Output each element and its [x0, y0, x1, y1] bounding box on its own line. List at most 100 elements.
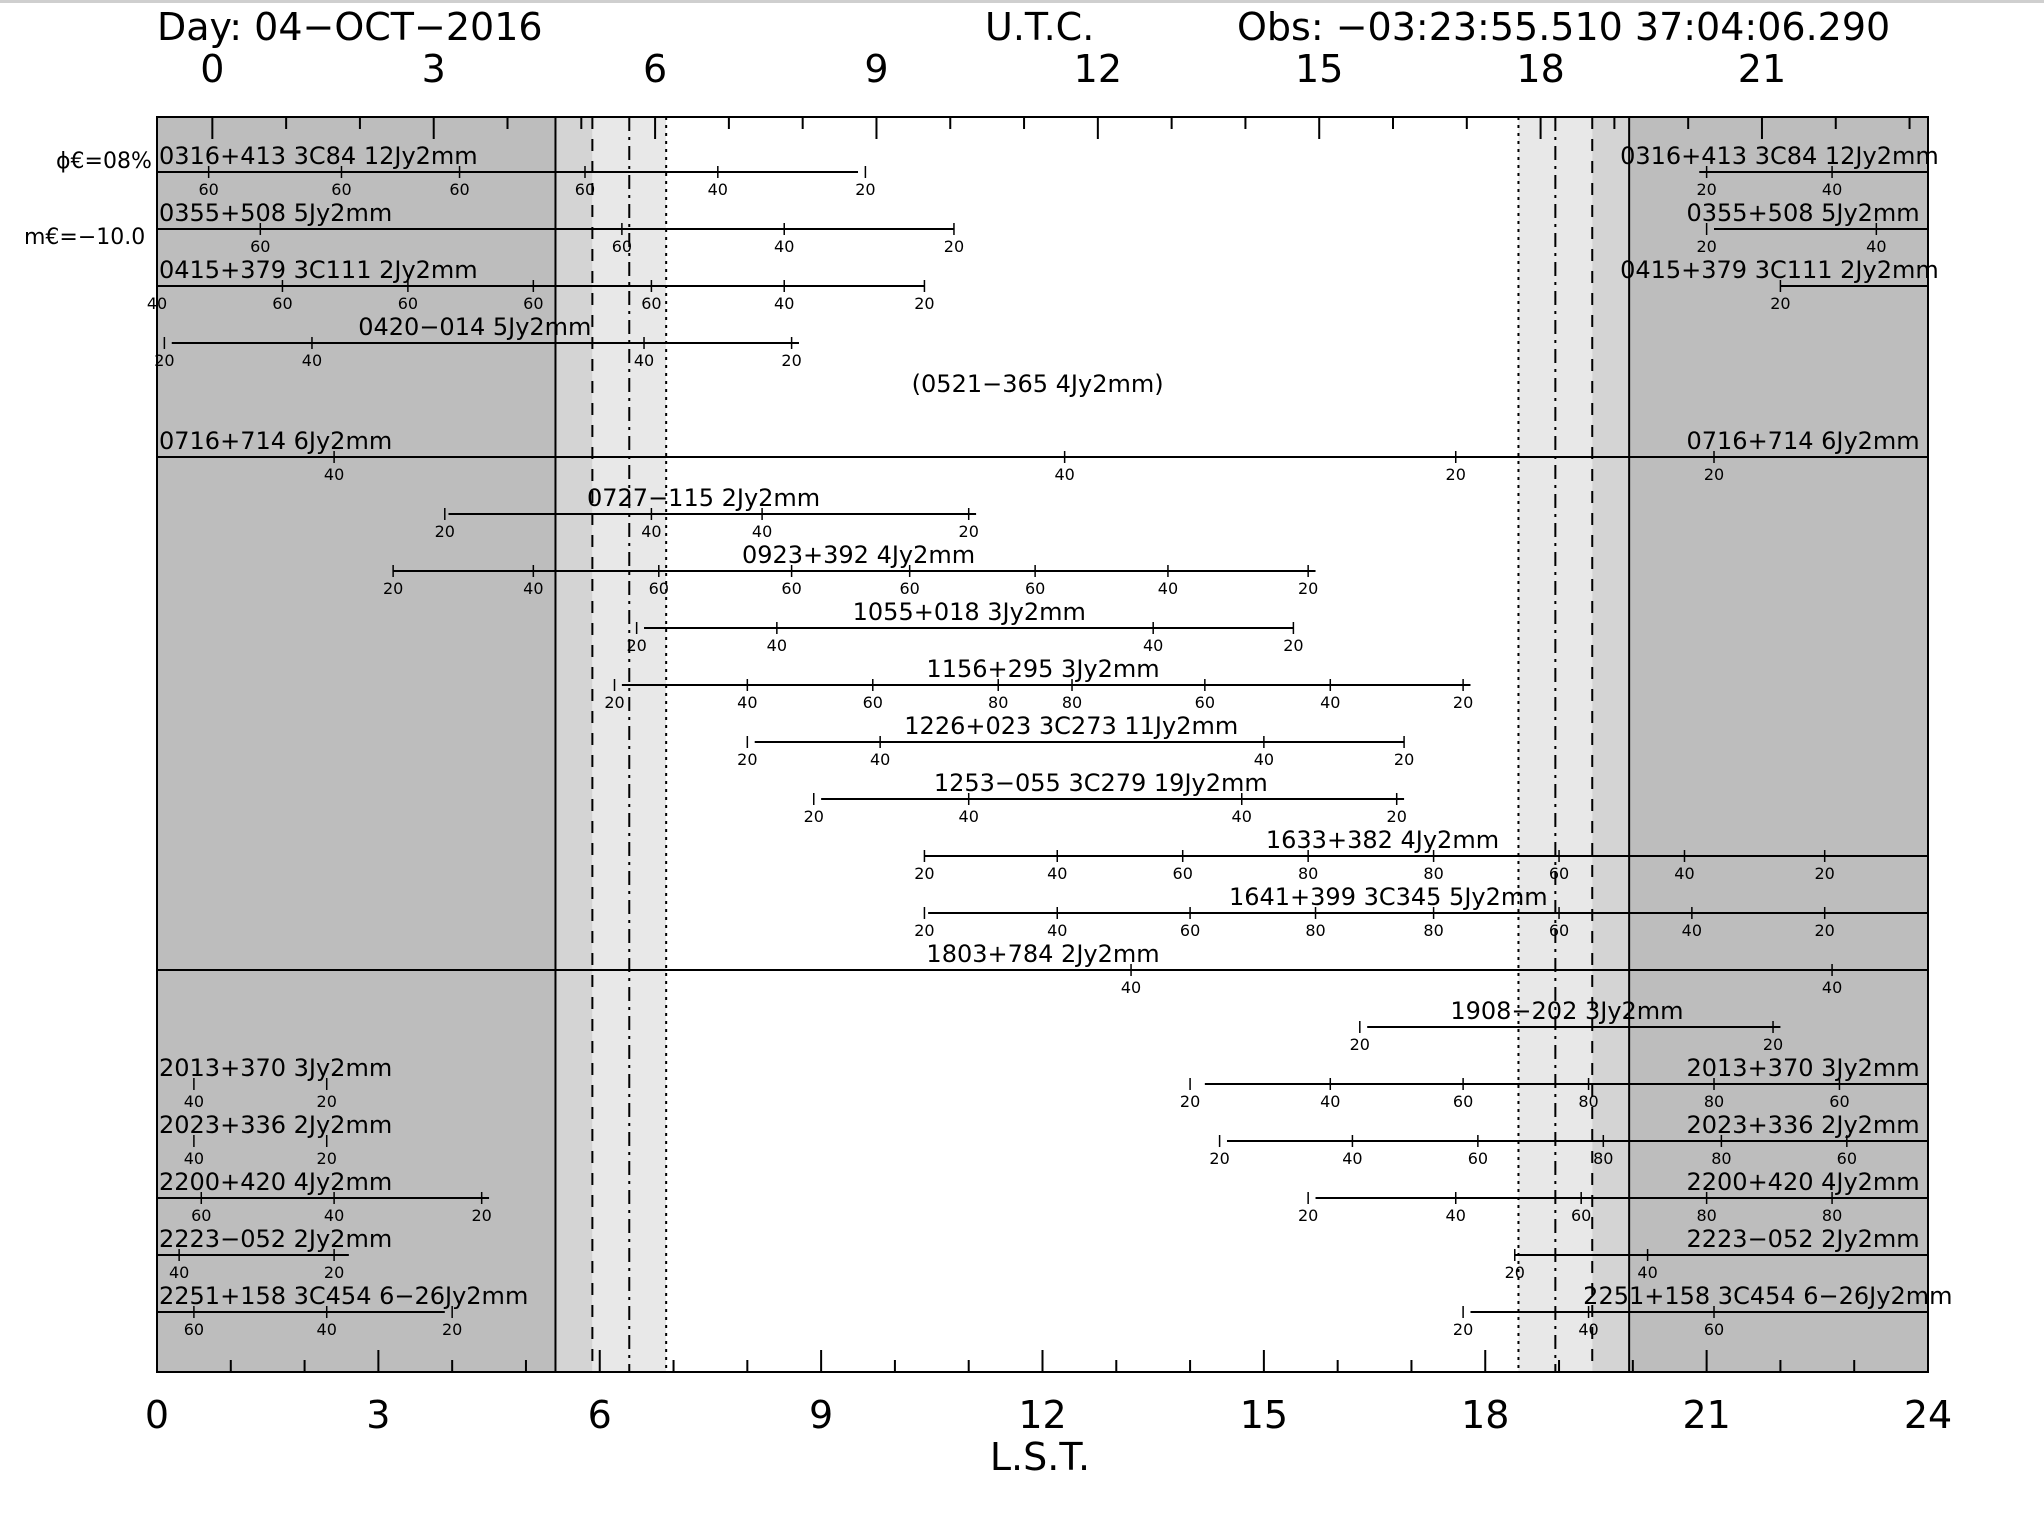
top-border: [0, 0, 2044, 3]
twilight-boundary-lines: [554, 117, 1631, 1372]
elevation-label: 60: [1829, 1092, 1849, 1111]
elevation-label: 60: [575, 180, 595, 199]
elevation-label: 20: [781, 351, 801, 370]
elevation-label: 60: [449, 180, 469, 199]
source-label: (0521−365 4Jy2mm): [912, 370, 1164, 398]
axes-labels: 0 3 6 9 12 15 18 21 24 0 3 6 9 12 15 18 21: [145, 47, 1952, 1437]
source-row: 2251+158 3C454 6−26Jy2mm 2251+158 3C454 6…: [157, 1282, 1953, 1339]
elevation-label: 20: [959, 522, 979, 541]
elevation-label: 40: [1637, 1263, 1657, 1282]
elevation-label: 60: [641, 294, 661, 313]
utc-tick-label: 21: [1738, 47, 1786, 91]
elevation-label: 40: [1054, 465, 1074, 484]
elevation-label: 80: [1305, 921, 1325, 940]
elevation-label: 40: [1143, 636, 1163, 655]
elevation-label: 40: [1674, 864, 1694, 883]
elevation-label: 40: [774, 237, 794, 256]
elevation-label: 40: [1121, 978, 1141, 997]
header-day: Day: 04−OCT−2016: [157, 5, 543, 49]
daytime-band: [666, 117, 1519, 1372]
utc-tick-label: 15: [1295, 47, 1343, 91]
elevation-label: 60: [398, 294, 418, 313]
source-row: 1908−202 3Jy2mm 20 20: [1350, 997, 1784, 1054]
lst-tick-label: 18: [1461, 1393, 1509, 1437]
elevation-label: 40: [317, 1320, 337, 1339]
source-row: 1226+023 3C273 11Jy2mm 20 40 40 20: [737, 712, 1414, 769]
elevation-label: 40: [1320, 1092, 1340, 1111]
elevation-label: 80: [1704, 1092, 1724, 1111]
elevation-label: 20: [914, 921, 934, 940]
source-label: 2200+420 4Jy2mm: [159, 1168, 392, 1196]
elevation-label: 20: [1283, 636, 1303, 655]
source-row: 0420−014 5Jy2mm 20 40 40 20: [154, 313, 802, 370]
elevation-label: 40: [870, 750, 890, 769]
twilight-band-2: [592, 117, 630, 1372]
elevation-label: 60: [250, 237, 270, 256]
twilight-band-5: [1555, 117, 1593, 1372]
elevation-label: 80: [1822, 1206, 1842, 1225]
source-label-repeat: 0316+413 3C84 12Jy2mm: [1620, 142, 1939, 170]
source-label: 0716+714 6Jy2mm: [159, 427, 392, 455]
source-label-repeat: 2200+420 4Jy2mm: [1686, 1168, 1919, 1196]
elevation-label: 20: [1696, 180, 1716, 199]
source-label: 0923+392 4Jy2mm: [742, 541, 975, 569]
elevation-label: 20: [317, 1092, 337, 1111]
twilight-band-3: [629, 117, 667, 1372]
elevation-label: 20: [1180, 1092, 1200, 1111]
lst-tick-label: 21: [1682, 1393, 1730, 1437]
elevation-label: 20: [1446, 465, 1466, 484]
elevation-label: 60: [272, 294, 292, 313]
elevation-label: 80: [1578, 1092, 1598, 1111]
plot-border: [156, 116, 1929, 1373]
elevation-label: 60: [899, 579, 919, 598]
elevation-label: 20: [154, 351, 174, 370]
elevation-label: 60: [1837, 1149, 1857, 1168]
source-row: 0316+413 3C84 12Jy2mm 0316+413 3C84 12Jy2…: [157, 142, 1939, 199]
elevation-label: 60: [331, 180, 351, 199]
elevation-label: 40: [1822, 180, 1842, 199]
source-label-repeat: 0716+714 6Jy2mm: [1686, 427, 1919, 455]
elevation-label: 20: [1394, 750, 1414, 769]
elevation-label: 20: [1815, 864, 1835, 883]
source-row: (0521−365 4Jy2mm): [912, 370, 1164, 398]
elevation-label: 20: [1815, 921, 1835, 940]
elevation-label: 60: [1704, 1320, 1724, 1339]
elevation-label: 40: [1158, 579, 1178, 598]
elevation-label: 40: [302, 351, 322, 370]
lst-tick-label: 24: [1904, 1393, 1952, 1437]
utc-tick-label: 9: [864, 47, 888, 91]
elevation-label: 40: [1232, 807, 1252, 826]
source-row: 2200+420 4Jy2mm 2200+420 4Jy2mm 60 40 20 20 40…: [157, 1168, 1928, 1225]
elevation-label: 40: [523, 579, 543, 598]
utc-tick-label: 18: [1516, 47, 1564, 91]
elevation-label: 80: [1423, 864, 1443, 883]
elevation-label: 80: [1711, 1149, 1731, 1168]
elevation-label: 20: [855, 180, 875, 199]
moon-phase-label: ϕ€=08%: [56, 149, 152, 174]
source-label: 1641+399 3C345 5Jy2mm: [1229, 883, 1548, 911]
elevation-label: 80: [1423, 921, 1443, 940]
elevation-label: 20: [1696, 237, 1716, 256]
elevation-label: 20: [1298, 1206, 1318, 1225]
elevation-label: 20: [435, 522, 455, 541]
lst-tick-label: 3: [366, 1393, 390, 1437]
source-label: 0727−115 2Jy2mm: [587, 484, 820, 512]
source-row: 1253−055 3C279 19Jy2mm 20 40 40 20: [804, 769, 1407, 826]
elevation-label: 60: [1453, 1092, 1473, 1111]
source-label: 0420−014 5Jy2mm: [358, 313, 591, 341]
elevation-label: 20: [324, 1263, 344, 1282]
elevation-label: 80: [1593, 1149, 1613, 1168]
x-axis-title: L.S.T.: [990, 1435, 1090, 1479]
source-label-repeat: 0415+379 3C111 2Jy2mm: [1620, 256, 1939, 284]
source-row: 0355+508 5Jy2mm 0355+508 5Jy2mm 60 60 40 20 20…: [157, 199, 1928, 256]
twilight-bands: [157, 117, 1928, 1372]
elevation-label: 20: [1763, 1035, 1783, 1054]
elevation-label: 60: [1549, 921, 1569, 940]
elevation-label: 60: [1468, 1149, 1488, 1168]
elevation-label: 40: [184, 1092, 204, 1111]
elevation-label: 40: [1254, 750, 1274, 769]
elevation-label: 40: [1047, 864, 1067, 883]
elevation-label: 40: [324, 1206, 344, 1225]
